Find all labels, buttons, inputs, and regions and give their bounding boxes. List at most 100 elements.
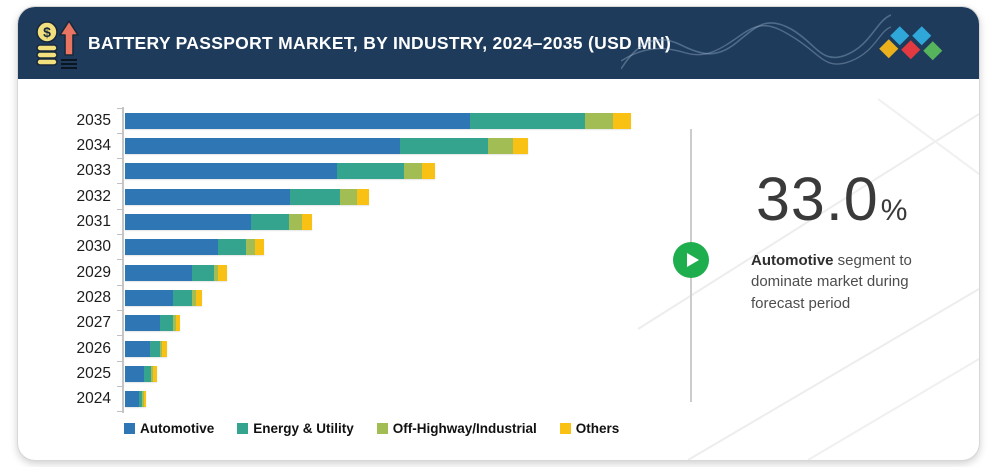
stat-unit: % (880, 194, 908, 227)
legend-item-off-highway-industrial: Off-Highway/Industrial (376, 421, 537, 436)
year-label: 2024 (76, 390, 111, 408)
bar-segment-energy-utility (160, 315, 173, 332)
bar-segment-off-highway-industrial (160, 340, 162, 357)
chart-row: 2031 (66, 209, 666, 234)
bar-segment-energy-utility (139, 391, 142, 408)
play-button[interactable] (673, 242, 709, 278)
stacked-bar-2032 (125, 188, 369, 205)
chart-row: 2035 (66, 108, 666, 133)
diamonds-logo (879, 26, 943, 61)
bar-segment-off-highway-industrial (173, 315, 176, 332)
year-label: 2035 (76, 111, 111, 129)
bar-segment-off-highway-industrial (151, 365, 153, 382)
stat-value: 33.0 (756, 165, 879, 233)
bar-segment-off-highway-industrial (289, 213, 302, 230)
stat-caption: Automotive segment to dominate market du… (751, 250, 933, 314)
legend-swatch (559, 423, 571, 434)
axis-tick (117, 107, 123, 109)
bar-segment-automotive (125, 137, 400, 154)
axis-tick (117, 234, 123, 236)
bar-segment-off-highway-industrial (142, 391, 144, 408)
bar-segment-others (302, 213, 312, 230)
bar-segment-automotive (125, 112, 470, 129)
stat-caption-rest: segment to dominate market during foreca… (751, 252, 912, 312)
bar-segment-others (153, 365, 157, 382)
bar-segment-automotive (125, 391, 139, 408)
stacked-bar-2027 (125, 315, 180, 332)
bar-segment-off-highway-industrial (246, 239, 255, 256)
stat-highlight: 33.0 % (756, 169, 907, 230)
legend-swatch (237, 423, 249, 434)
stacked-bar-2025 (125, 365, 157, 382)
year-label: 2031 (76, 212, 111, 230)
axis-tick (117, 386, 123, 388)
stat-caption-bold: Automotive (751, 252, 834, 269)
bar-segment-others (176, 315, 180, 332)
coins-growth-arrow-icon: $ (36, 20, 79, 69)
year-label: 2027 (76, 314, 111, 332)
chart-card: $ BATTERY PASSPORT MARKET, BY INDUSTRY, … (17, 6, 980, 461)
svg-text:$: $ (43, 24, 51, 40)
axis-tick (117, 158, 123, 160)
bar-segment-energy-utility (251, 213, 289, 230)
year-label: 2026 (76, 339, 111, 357)
chart-row: 2026 (66, 336, 666, 361)
bar-segment-off-highway-industrial (488, 137, 513, 154)
bar-segment-energy-utility (150, 340, 160, 357)
axis-tick (117, 208, 123, 210)
bar-segment-others (513, 137, 528, 154)
stacked-bar-2033 (125, 163, 435, 180)
axis-tick (117, 335, 123, 337)
bar-segment-others (162, 340, 167, 357)
bar-segment-others (218, 264, 227, 281)
bar-segment-others (196, 289, 202, 306)
bar-segment-automotive (125, 340, 150, 357)
chart-legend: Automotive Energy & Utility Off-Highway/In… (124, 421, 619, 436)
year-label: 2025 (76, 364, 111, 382)
bar-segment-energy-utility (192, 264, 214, 281)
legend-item-energy-utility: Energy & Utility (237, 421, 354, 436)
chart-row: 2029 (66, 260, 666, 285)
bar-segment-others (143, 391, 146, 408)
bar-segment-off-highway-industrial (404, 163, 422, 180)
stacked-bar-2028 (125, 289, 202, 306)
bar-segment-energy-utility (144, 365, 151, 382)
bar-segment-automotive (125, 239, 218, 256)
chart-row: 2032 (66, 184, 666, 209)
axis-tick (117, 284, 123, 286)
play-icon (687, 253, 699, 267)
year-label: 2034 (76, 136, 111, 154)
bar-segment-automotive (125, 289, 173, 306)
axis-tick (117, 183, 123, 185)
chart-row: 2030 (66, 235, 666, 260)
legend-label: Energy & Utility (253, 421, 354, 436)
stacked-bar-2030 (125, 239, 264, 256)
chart-row: 2024 (66, 387, 666, 412)
bar-segment-automotive (125, 163, 337, 180)
stacked-bar-2034 (125, 137, 528, 154)
bar-segment-automotive (125, 315, 160, 332)
stacked-bar-2026 (125, 340, 167, 357)
axis-tick (117, 411, 123, 413)
chart-row: 2027 (66, 311, 666, 336)
bar-segment-energy-utility (470, 112, 585, 129)
legend-label: Automotive (140, 421, 215, 436)
legend-item-automotive: Automotive (124, 421, 214, 436)
bar-segment-off-highway-industrial (340, 188, 357, 205)
stacked-bar-2035 (125, 112, 631, 129)
bar-segment-automotive (125, 264, 192, 281)
stacked-bar-2031 (125, 213, 312, 230)
chart-row: 2033 (66, 159, 666, 184)
legend-label: Off-Highway/Industrial (392, 421, 537, 436)
year-label: 2028 (76, 288, 111, 306)
stacked-bar-chart: 2035 2034 2033 2032 2031 2030 2029 2028 2027 2026… (66, 108, 666, 412)
bar-segment-energy-utility (337, 163, 404, 180)
axis-tick (117, 360, 123, 362)
bar-segment-others (357, 188, 369, 205)
bar-segment-energy-utility (400, 137, 488, 154)
stacked-bar-2029 (125, 264, 227, 281)
year-label: 2030 (76, 238, 111, 256)
bar-segment-energy-utility (290, 188, 340, 205)
axis-tick (117, 132, 123, 134)
